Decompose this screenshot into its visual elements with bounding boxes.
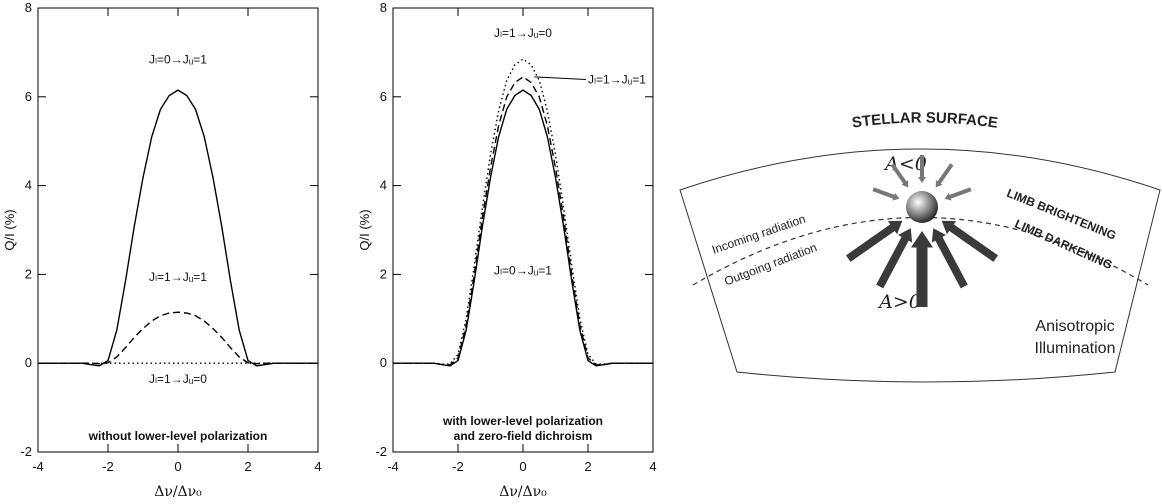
atom-sphere bbox=[906, 191, 938, 223]
diagram-title-path: STELLAR SURFACE bbox=[851, 109, 999, 131]
x-tick-label: -4 bbox=[387, 459, 399, 474]
x-tick-label: 0 bbox=[519, 459, 526, 474]
x-tick-label: 2 bbox=[244, 459, 251, 474]
series-line bbox=[38, 89, 318, 367]
series-label: Jₗ=1→Jᵤ=1 bbox=[588, 72, 646, 86]
x-axis-label: Δν/Δν₀ bbox=[154, 484, 202, 500]
x-tick-label: 4 bbox=[649, 459, 656, 474]
series-label: Jₗ=1→Jᵤ=0 bbox=[149, 372, 207, 386]
x-tick-label: -2 bbox=[452, 459, 464, 474]
arrow bbox=[931, 228, 968, 289]
y-tick-label: 6 bbox=[25, 89, 32, 104]
x-tick-label: -2 bbox=[102, 459, 114, 474]
arrow bbox=[935, 163, 954, 188]
arrow bbox=[944, 187, 972, 201]
surface-outline bbox=[679, 148, 1161, 383]
series-label: Jₗ=0→Jᵤ=1 bbox=[149, 53, 207, 67]
arrow bbox=[845, 220, 903, 262]
series-line bbox=[38, 311, 318, 365]
chart-note: without lower-level polarization bbox=[88, 429, 268, 443]
y-tick-label: -2 bbox=[375, 444, 387, 459]
y-tick-label: 0 bbox=[25, 355, 32, 370]
y-tick-label: 8 bbox=[380, 0, 387, 15]
y-tick-label: 0 bbox=[380, 355, 387, 370]
chart-note: with lower-level polarization bbox=[442, 414, 603, 428]
y-tick-label: 4 bbox=[25, 178, 32, 193]
x-axis-label: Δν/Δν₀ bbox=[499, 484, 547, 500]
caption-line: Illumination bbox=[1035, 340, 1116, 357]
y-axis-label: Q/I (%) bbox=[2, 209, 17, 250]
x-tick-label: 2 bbox=[584, 459, 591, 474]
arrow bbox=[872, 187, 900, 201]
series-label: Jₗ=1→Jᵤ=0 bbox=[494, 26, 552, 40]
x-tick-label: 4 bbox=[314, 459, 321, 474]
y-tick-label: -2 bbox=[20, 444, 32, 459]
y-tick-label: 8 bbox=[25, 0, 32, 15]
x-tick-label: 0 bbox=[174, 459, 181, 474]
arrow bbox=[876, 228, 913, 289]
series-line bbox=[393, 76, 653, 366]
y-tick-label: 2 bbox=[25, 266, 32, 281]
leader-line bbox=[534, 76, 587, 80]
y-axis-label: Q/I (%) bbox=[357, 209, 372, 250]
chart-note: and zero-field dichroism bbox=[454, 429, 593, 443]
arrow bbox=[918, 155, 926, 183]
series-line bbox=[393, 89, 653, 367]
y-tick-label: 6 bbox=[380, 89, 387, 104]
positive-label: A>0 bbox=[877, 291, 921, 313]
series-label: Jₗ=0→Jᵤ=1 bbox=[494, 263, 552, 277]
diagram-title: STELLAR SURFACE bbox=[851, 109, 999, 131]
arrow bbox=[941, 220, 999, 262]
brightening-label: LIMB BRIGHTENING bbox=[1005, 186, 1118, 243]
series-label: Jₗ=1→Jᵤ=1 bbox=[149, 270, 207, 284]
x-tick-label: -4 bbox=[32, 459, 44, 474]
y-tick-label: 2 bbox=[380, 266, 387, 281]
series-line bbox=[393, 58, 653, 365]
arrow bbox=[890, 163, 909, 188]
arrow bbox=[911, 231, 933, 307]
y-tick-label: 4 bbox=[380, 178, 387, 193]
caption-line: Anisotropic bbox=[1035, 318, 1114, 335]
